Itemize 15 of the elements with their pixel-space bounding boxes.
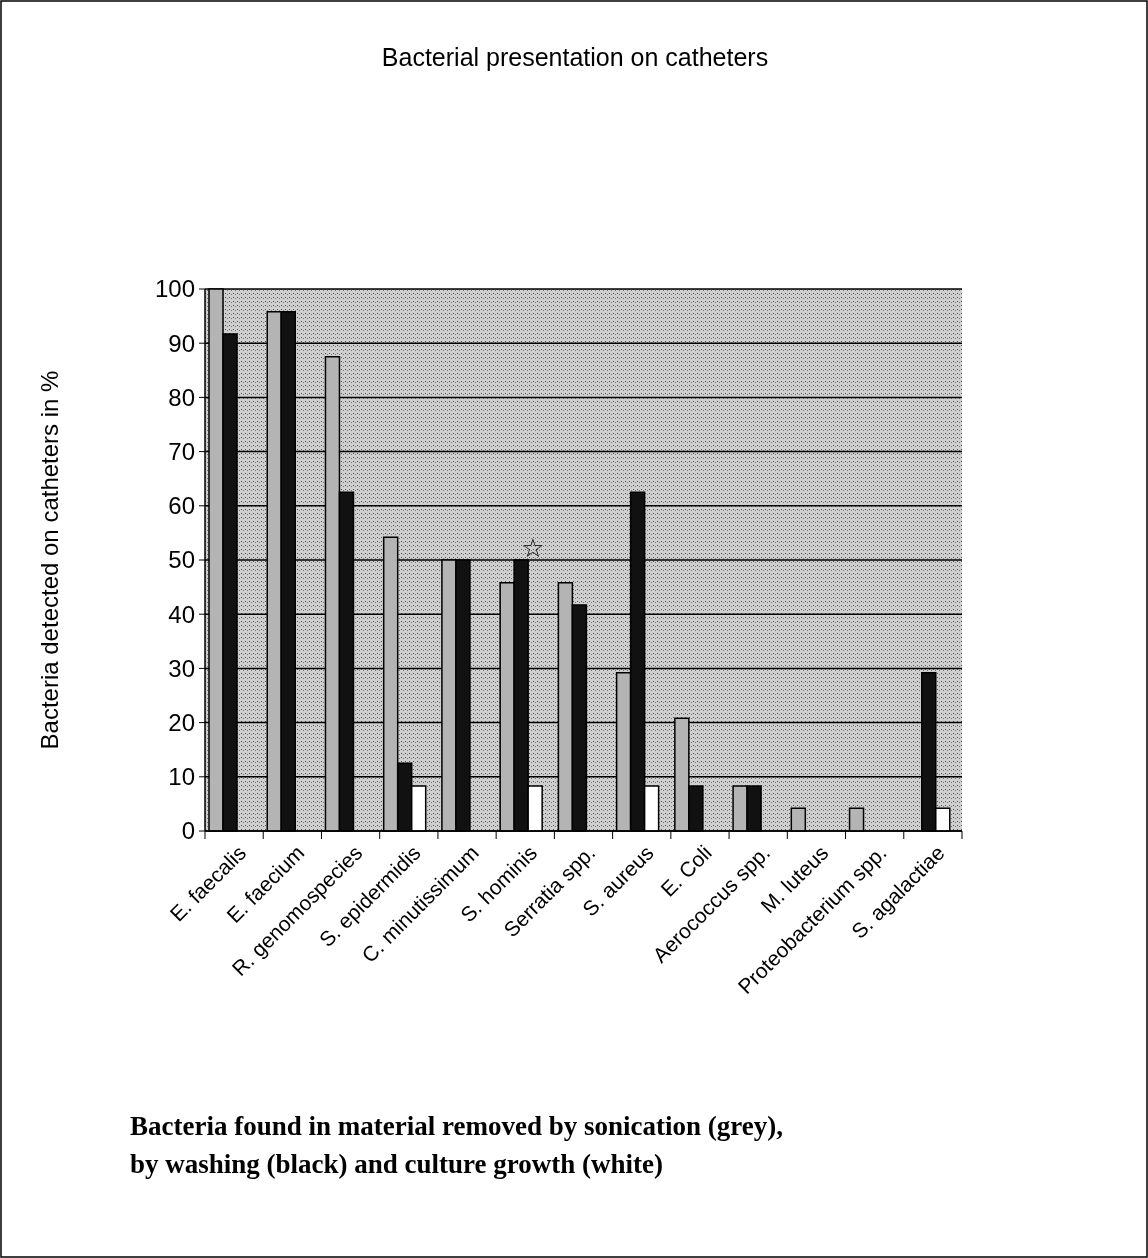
y-tick-label: 80 <box>168 383 195 411</box>
y-tick-label: 10 <box>168 763 195 791</box>
y-tick-label: 50 <box>168 546 195 574</box>
y-tick-label: 20 <box>168 709 195 736</box>
y-tick-label: 90 <box>168 329 195 357</box>
y-tick-label: 100 <box>154 275 195 303</box>
annotation: ☆ <box>521 533 545 563</box>
y-axis-title: Bacteria detected on catheters in % <box>36 370 63 750</box>
y-tick-label: 0 <box>181 817 195 845</box>
y-tick-label: 70 <box>168 438 195 465</box>
y-tick-label: 30 <box>168 654 195 682</box>
text: Bacteria found in material removed by sonication (grey), by washing (black) and culture growth (white) <box>130 1111 783 1179</box>
chart-title: Bacterial presentation on catheters <box>381 43 769 71</box>
y-tick-label: 40 <box>168 600 195 628</box>
y-tick-label: 60 <box>168 492 195 520</box>
